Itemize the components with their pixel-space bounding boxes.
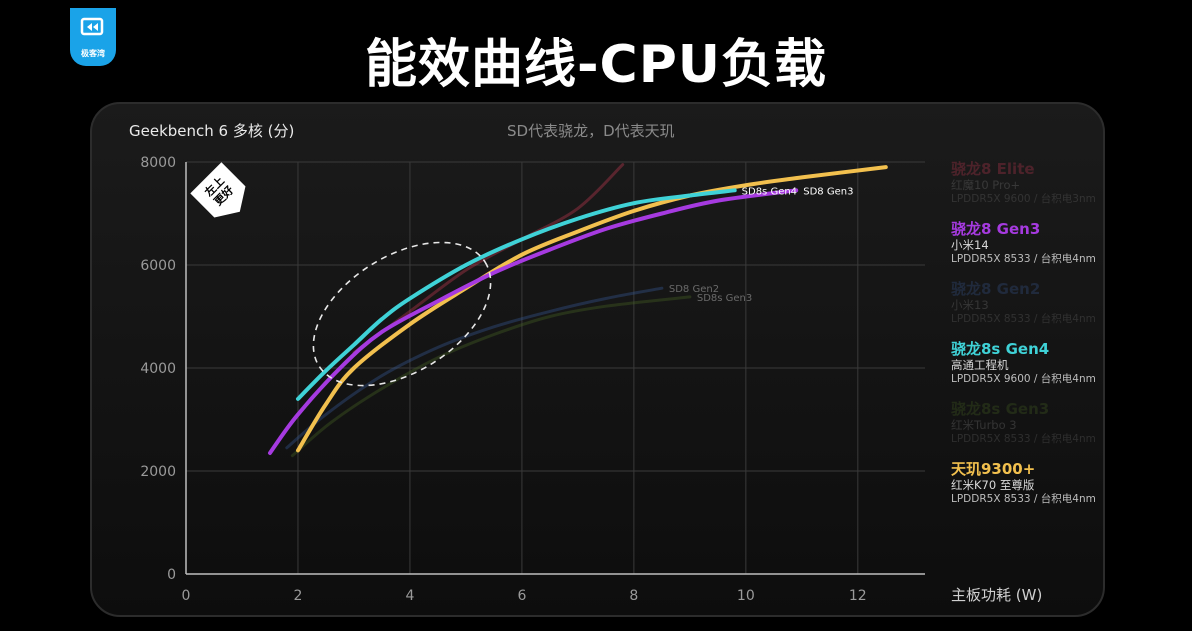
legend-device: 高通工程机 bbox=[951, 358, 1009, 372]
chart-panel bbox=[90, 102, 1105, 617]
legend-device: 小米13 bbox=[951, 298, 989, 312]
legend-item: 骁龙8 Elite 红魔10 Pro+ LPDDR5X 9600 / 台积电3nm bbox=[951, 160, 1111, 206]
x-axis-label: 主板功耗 (W) bbox=[951, 586, 1043, 604]
series-line-5 bbox=[290, 295, 692, 458]
series-end-label: SD8 Gen3 bbox=[803, 186, 853, 197]
legend-chip-name: 骁龙8 Gen3 bbox=[951, 220, 1041, 238]
legend-memory-process: LPDDR5X 9600 / 台积电4nm bbox=[951, 373, 1096, 385]
legend-device: 小米14 bbox=[951, 238, 989, 252]
legend-chip-name: 骁龙8s Gen4 bbox=[951, 340, 1050, 358]
legend-memory-process: LPDDR5X 8533 / 台积电4nm bbox=[951, 493, 1096, 505]
legend-chip-name: 骁龙8 Gen2 bbox=[951, 280, 1041, 298]
chart-subtitle: SD代表骁龙，D代表天玑 bbox=[507, 122, 675, 140]
legend-item: 骁龙8 Gen3 小米14 LPDDR5X 8533 / 台积电4nm bbox=[951, 220, 1111, 266]
legend-memory-process: LPDDR5X 8533 / 台积电4nm bbox=[951, 313, 1096, 325]
series-end-label: SD8s Gen4 bbox=[742, 186, 797, 197]
x-tick-label: 6 bbox=[517, 588, 526, 604]
series-end-label: SD8 Gen2 bbox=[669, 284, 719, 295]
legend-device: 红米Turbo 3 bbox=[951, 418, 1017, 432]
legend-memory-process: LPDDR5X 8533 / 台积电4nm bbox=[951, 433, 1096, 445]
x-tick-label: 8 bbox=[629, 588, 638, 604]
y-tick-label: 2000 bbox=[140, 464, 176, 480]
y-tick-label: 4000 bbox=[140, 361, 176, 377]
chart-title: Geekbench 6 多核 (分) bbox=[129, 122, 295, 140]
y-tick-label: 6000 bbox=[140, 258, 176, 274]
legend-item: 骁龙8 Gen2 小米13 LPDDR5X 8533 / 台积电4nm bbox=[951, 280, 1111, 326]
series-line-1 bbox=[352, 163, 625, 355]
better-badge: 左上更好 bbox=[190, 162, 246, 218]
legend-item: 天玑9300+ 红米K70 至尊版 LPDDR5X 8533 / 台积电4nm bbox=[951, 460, 1111, 506]
legend-memory-process: LPDDR5X 8533 / 台积电4nm bbox=[951, 253, 1096, 265]
x-tick-label: 4 bbox=[405, 588, 414, 604]
series-line-4 bbox=[296, 188, 737, 401]
series-end-label: SD8s Gen3 bbox=[697, 293, 752, 304]
logo-text: 极客湾 bbox=[81, 49, 105, 58]
y-tick-label: 0 bbox=[167, 567, 176, 583]
legend-device: 红米K70 至尊版 bbox=[951, 478, 1035, 492]
series-line-2 bbox=[268, 188, 799, 455]
x-tick-label: 10 bbox=[737, 588, 755, 604]
x-tick-label: 2 bbox=[294, 588, 303, 604]
legend-device: 红魔10 Pro+ bbox=[951, 178, 1021, 192]
series-line-3 bbox=[285, 286, 664, 450]
brand-logo: 极客湾 bbox=[70, 8, 116, 66]
legend-item: 骁龙8s Gen4 高通工程机 LPDDR5X 9600 / 台积电4nm bbox=[951, 340, 1111, 386]
legend-chip-name: 骁龙8s Gen3 bbox=[951, 400, 1050, 418]
legend-item: 骁龙8s Gen3 红米Turbo 3 LPDDR5X 8533 / 台积电4nm bbox=[951, 400, 1111, 446]
y-tick-label: 8000 bbox=[140, 155, 176, 171]
legend-chip-name: 骁龙8 Elite bbox=[951, 160, 1035, 178]
series-line-6 bbox=[296, 165, 888, 453]
badge-shape bbox=[190, 162, 246, 218]
x-tick-label: 0 bbox=[182, 588, 191, 604]
highlight-ellipse bbox=[312, 241, 492, 387]
x-tick-label: 12 bbox=[849, 588, 867, 604]
legend-chip-name: 天玑9300+ bbox=[951, 460, 1036, 478]
legend-memory-process: LPDDR5X 9600 / 台积电3nm bbox=[951, 193, 1096, 205]
geek-logo-icon bbox=[80, 17, 104, 36]
page-title: 能效曲线-CPU负载 bbox=[364, 35, 828, 95]
